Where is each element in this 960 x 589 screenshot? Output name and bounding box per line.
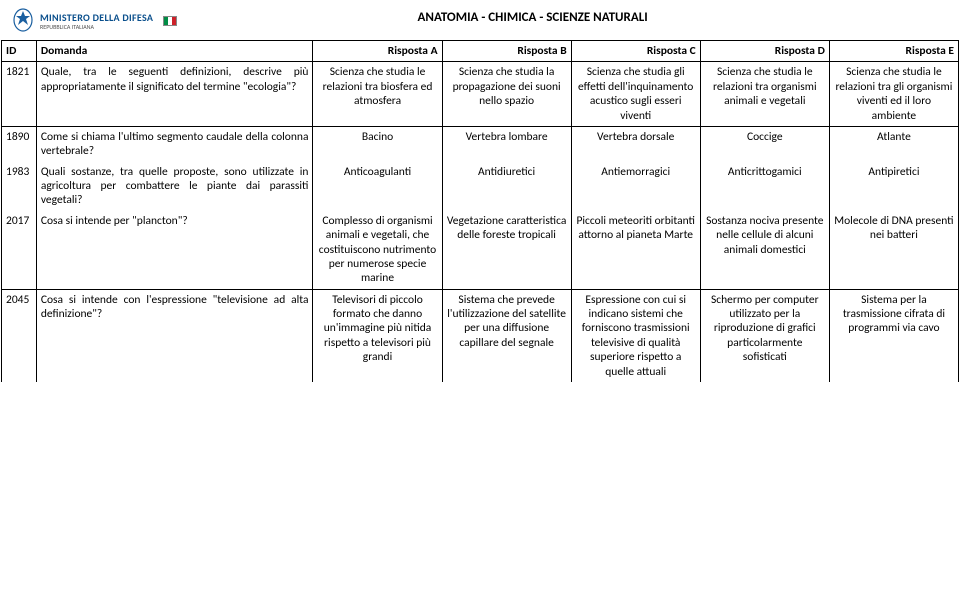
cell-b: Vegetazione caratteristica delle foreste… xyxy=(442,211,571,289)
col-d: Risposta D xyxy=(700,41,829,62)
cell-e: Antipiretici xyxy=(829,162,958,211)
cell-c: Scienza che studia gli effetti dell'inqu… xyxy=(571,62,700,127)
table-row: 1821Quale, tra le seguenti definizioni, … xyxy=(2,62,959,127)
cell-b: Scienza che studia la propagazione dei s… xyxy=(442,62,571,127)
cell-c: Vertebra dorsale xyxy=(571,126,700,161)
cell-question: Cosa si intende con l'espressione "telev… xyxy=(36,289,313,382)
cell-b: Sistema che prevede l'utilizzazione del … xyxy=(442,289,571,382)
col-id: ID xyxy=(2,41,37,62)
table-row: 2045Cosa si intende con l'espressione "t… xyxy=(2,289,959,382)
table-row: 2017Cosa si intende per "plancton"?Compl… xyxy=(2,211,959,289)
cell-d: Anticrittogamici xyxy=(700,162,829,211)
table-header: ID Domanda Risposta A Risposta B Rispost… xyxy=(2,41,959,62)
col-e: Risposta E xyxy=(829,41,958,62)
page-title: ANATOMIA - CHIMICA - SCIENZE NATURALI xyxy=(117,8,948,25)
cell-c: Piccoli meteoriti orbitanti attorno al p… xyxy=(571,211,700,289)
cell-c: Antiemorragici xyxy=(571,162,700,211)
cell-question: Cosa si intende per "plancton"? xyxy=(36,211,313,289)
cell-a: Anticoagulanti xyxy=(313,162,442,211)
cell-question: Quali sostanze, tra quelle proposte, son… xyxy=(36,162,313,211)
cell-question: Quale, tra le seguenti definizioni, desc… xyxy=(36,62,313,127)
cell-a: Televisori di piccolo formato che danno … xyxy=(313,289,442,382)
cell-a: Bacino xyxy=(313,126,442,161)
cell-e: Molecole di DNA presenti nei batteri xyxy=(829,211,958,289)
cell-a: Scienza che studia le relazioni tra bios… xyxy=(313,62,442,127)
cell-b: Vertebra lombare xyxy=(442,126,571,161)
col-c: Risposta C xyxy=(571,41,700,62)
table-row: 1983Quali sostanze, tra quelle proposte,… xyxy=(2,162,959,211)
cell-e: Sistema per la trasmissione cifrata di p… xyxy=(829,289,958,382)
cell-b: Antidiuretici xyxy=(442,162,571,211)
cell-c: Espressione con cui si indicano sistemi … xyxy=(571,289,700,382)
col-b: Risposta B xyxy=(442,41,571,62)
col-a: Risposta A xyxy=(313,41,442,62)
cell-id: 2017 xyxy=(2,211,37,289)
emblem-icon xyxy=(12,8,34,34)
cell-d: Scienza che studia le relazioni tra orga… xyxy=(700,62,829,127)
col-question: Domanda xyxy=(36,41,313,62)
cell-e: Scienza che studia le relazioni tra gli … xyxy=(829,62,958,127)
cell-a: Complesso di organismi animali e vegetal… xyxy=(313,211,442,289)
table-row: 1890Come si chiama l'ultimo segmento cau… xyxy=(2,126,959,161)
cell-d: Coccige xyxy=(700,126,829,161)
question-table: ID Domanda Risposta A Risposta B Rispost… xyxy=(1,40,959,382)
cell-id: 2045 xyxy=(2,289,37,382)
cell-id: 1821 xyxy=(2,62,37,127)
cell-d: Schermo per computer utilizzato per la r… xyxy=(700,289,829,382)
cell-id: 1890 xyxy=(2,126,37,161)
cell-id: 1983 xyxy=(2,162,37,211)
header: MINISTERO DELLA DIFESA REPUBBLICA ITALIA… xyxy=(0,0,960,38)
cell-question: Come si chiama l'ultimo segmento caudale… xyxy=(36,126,313,161)
cell-e: Atlante xyxy=(829,126,958,161)
cell-d: Sostanza nociva presente nelle cellule d… xyxy=(700,211,829,289)
